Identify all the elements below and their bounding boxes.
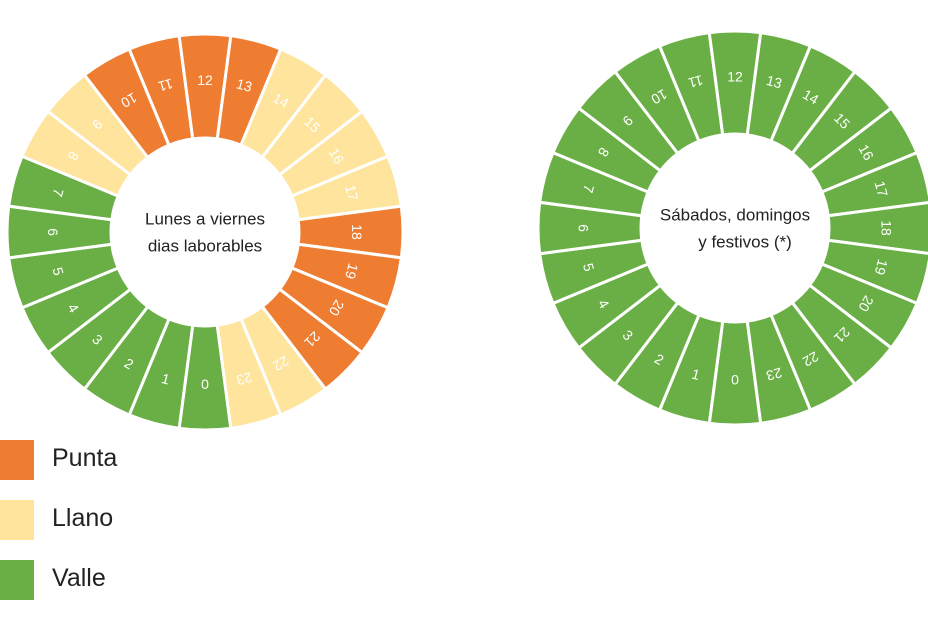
hour-label-10: 10 — [648, 86, 670, 108]
hour-label-1: 1 — [160, 370, 172, 388]
center-title-line-1: Sábados, domingos — [660, 206, 810, 225]
hour-label-20: 20 — [326, 297, 348, 319]
hour-label-22: 22 — [800, 348, 822, 370]
hour-label-6: 6 — [45, 228, 61, 236]
legend-item-llano: Llano — [0, 500, 160, 540]
hour-label-14: 14 — [270, 90, 292, 112]
legend-label-punta: Punta — [52, 444, 118, 472]
hour-label-0: 0 — [731, 372, 739, 388]
hour-label-10: 10 — [118, 90, 140, 112]
hour-label-17: 17 — [342, 183, 362, 202]
hour-label-19: 19 — [342, 262, 362, 281]
center-title-line-2: y festivos (*) — [698, 233, 792, 252]
hour-label-14: 14 — [800, 86, 822, 108]
hour-label-13: 13 — [235, 75, 254, 95]
hour-label-5: 5 — [580, 261, 598, 273]
hour-label-13: 13 — [765, 72, 784, 92]
hour-label-7: 7 — [49, 187, 67, 199]
hour-label-18: 18 — [349, 224, 365, 240]
hour-label-6: 6 — [576, 224, 592, 232]
legend-swatch-punta — [0, 440, 34, 480]
hour-label-7: 7 — [580, 183, 598, 195]
legend-item-punta: Punta — [0, 440, 160, 480]
legend-swatch-valle — [0, 560, 34, 600]
legend-item-valle: Valle — [0, 560, 160, 600]
hour-label-16: 16 — [326, 145, 348, 167]
legend-label-llano: Llano — [52, 504, 114, 532]
hour-label-0: 0 — [201, 376, 209, 392]
hour-label-18: 18 — [879, 220, 895, 236]
hour-label-17: 17 — [872, 179, 892, 198]
hour-label-20: 20 — [855, 293, 877, 315]
hour-segment-23 — [215, 316, 283, 430]
center-title-line-1: Lunes a viernes — [145, 210, 265, 229]
hour-label-23: 23 — [764, 365, 783, 385]
hour-label-12: 12 — [727, 69, 743, 85]
hour-segment-23 — [745, 312, 813, 425]
hour-label-16: 16 — [855, 142, 877, 164]
hour-label-5: 5 — [49, 266, 67, 278]
hour-label-23: 23 — [235, 369, 254, 389]
hour-label-1: 1 — [690, 366, 702, 384]
legend-label-valle: Valle — [52, 564, 106, 592]
hour-label-11: 11 — [156, 76, 174, 95]
hour-label-19: 19 — [872, 258, 892, 277]
hour-label-22: 22 — [270, 353, 292, 375]
center-title-line-2: dias laborables — [148, 237, 262, 256]
hour-label-11: 11 — [686, 72, 704, 91]
legend-swatch-llano — [0, 500, 34, 540]
hour-label-12: 12 — [197, 72, 213, 88]
